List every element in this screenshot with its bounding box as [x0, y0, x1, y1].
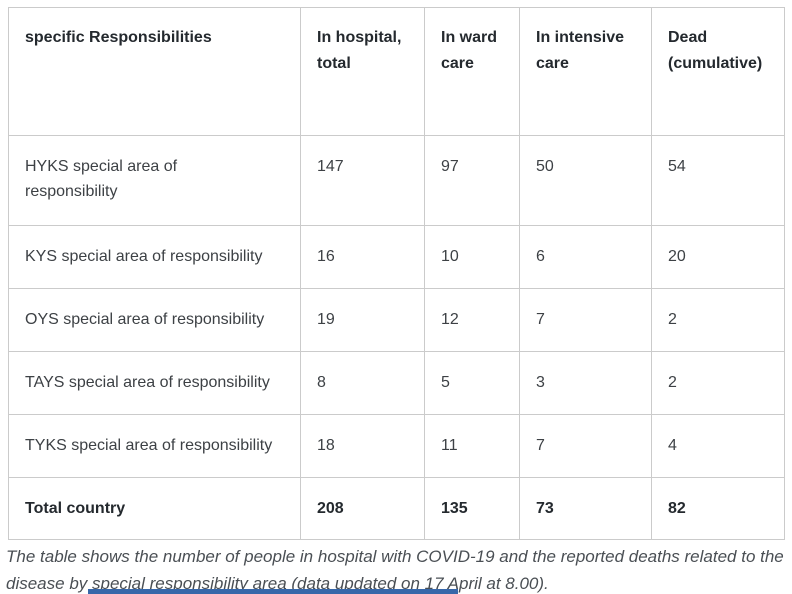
cell-in-intensive-care: 3 — [519, 351, 652, 415]
cell-in-ward-care: 12 — [424, 288, 520, 352]
cell-in-intensive-care: 50 — [519, 135, 652, 226]
row-label-cell: TAYS special area of responsibility — [8, 351, 301, 415]
cell-dead-cumulative: 54 — [651, 135, 785, 226]
table-header-row: specific Responsibilities In hospital, t… — [8, 7, 785, 136]
table-row-total-country: Total country 208 135 73 82 — [8, 477, 785, 540]
cell-dead-cumulative: 4 — [651, 414, 785, 478]
row-label-cell: Total country — [8, 477, 301, 540]
row-label: OYS special area of responsibility — [25, 311, 265, 328]
cell-in-intensive-care: 6 — [519, 225, 652, 289]
cell-in-intensive-care: 73 — [519, 477, 652, 540]
table-row-tays: TAYS special area of responsibility 8 5 … — [8, 351, 785, 415]
cell-in-hospital-total: 147 — [300, 135, 425, 226]
row-label-cell: OYS special area of responsibility — [8, 288, 301, 352]
column-header-in-hospital-total: In hospital, total — [300, 7, 425, 136]
row-label: TYKS special area of responsibility — [25, 437, 273, 454]
cell-in-ward-care: 11 — [424, 414, 520, 478]
column-header-responsibilities: specific Responsibilities — [8, 7, 301, 136]
cell-in-hospital-total: 208 — [300, 477, 425, 540]
cell-in-hospital-total: 16 — [300, 225, 425, 289]
row-label-cell: KYS special area of responsibility — [8, 225, 301, 289]
row-label: TAYS special area of responsibility — [25, 374, 270, 391]
row-label: KYS special area of responsibility — [25, 248, 263, 265]
covid-hospital-table: specific Responsibilities In hospital, t… — [8, 7, 785, 540]
clipped-blue-bar — [88, 589, 458, 594]
row-label-cell: HYKS special area of responsibility — [8, 135, 301, 226]
cell-in-intensive-care: 7 — [519, 414, 652, 478]
cell-dead-cumulative: 2 — [651, 351, 785, 415]
cell-in-hospital-total: 8 — [300, 351, 425, 415]
table-row-oys: OYS special area of responsibility 19 12… — [8, 288, 785, 352]
table-row-kys: KYS special area of responsibility 16 10… — [8, 225, 785, 289]
cell-in-intensive-care: 7 — [519, 288, 652, 352]
row-label: HYKS special area of responsibility — [25, 158, 178, 200]
cell-in-ward-care: 5 — [424, 351, 520, 415]
cell-in-hospital-total: 18 — [300, 414, 425, 478]
table-caption: The table shows the number of people in … — [6, 547, 784, 593]
cell-in-ward-care: 97 — [424, 135, 520, 226]
row-label-cell: TYKS special area of responsibility — [8, 414, 301, 478]
table-row-hyks: HYKS special area of responsibility 147 … — [8, 135, 785, 226]
cell-in-ward-care: 10 — [424, 225, 520, 289]
column-header-in-ward-care: In ward care — [424, 7, 520, 136]
cell-in-hospital-total: 19 — [300, 288, 425, 352]
table-row-tyks: TYKS special area of responsibility 18 1… — [8, 414, 785, 478]
cell-dead-cumulative: 2 — [651, 288, 785, 352]
cell-in-ward-care: 135 — [424, 477, 520, 540]
cell-dead-cumulative: 20 — [651, 225, 785, 289]
column-header-in-intensive-care: In intensive care — [519, 7, 652, 136]
row-label: Total country — [25, 500, 126, 517]
cell-dead-cumulative: 82 — [651, 477, 785, 540]
column-header-dead-cumulative: Dead (cumulative) — [651, 7, 785, 136]
